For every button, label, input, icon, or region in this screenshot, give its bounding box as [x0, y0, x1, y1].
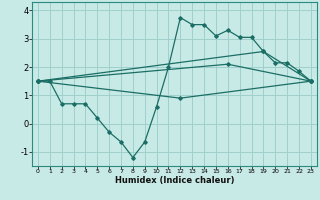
X-axis label: Humidex (Indice chaleur): Humidex (Indice chaleur)	[115, 176, 234, 185]
